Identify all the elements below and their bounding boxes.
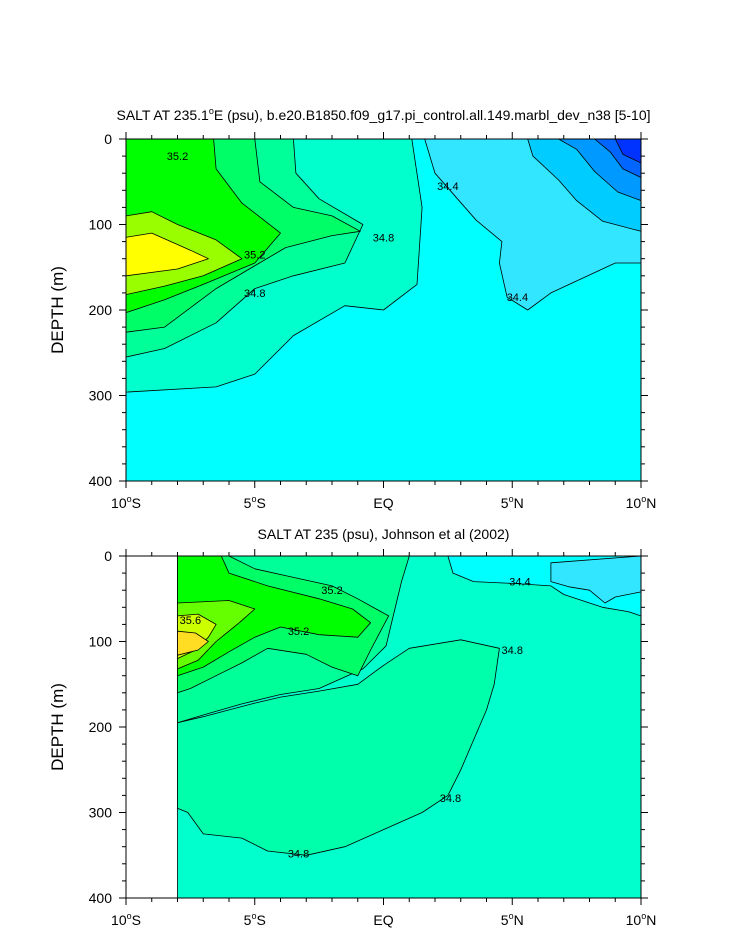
x-tick-label: 5oS	[244, 494, 266, 511]
x-tick-label: 10oS	[111, 494, 141, 511]
y-tick-label: 400	[89, 890, 113, 906]
y-axis-label: DEPTH (m)	[48, 683, 67, 771]
x-tick-label: 5oN	[501, 494, 524, 511]
contour-label: 34.8	[502, 645, 523, 657]
contour-label: 34.4	[437, 181, 458, 193]
contour-region	[177, 556, 372, 677]
contour-region	[550, 556, 641, 604]
contour-region	[614, 139, 641, 164]
chart-panel-2: 35.2 35.6 35.2 34.8 34.4 34.8 34.8 0 100 200 300 40…	[48, 526, 656, 928]
y-tick-label: 100	[89, 634, 113, 650]
contour-label: 34.4	[507, 292, 528, 304]
y-tick-label: 0	[104, 131, 112, 147]
contour-region	[177, 630, 209, 656]
y-tick-label: 300	[89, 388, 113, 404]
chart-title: SALT AT 235 (psu), Johnson et al (2002)	[258, 526, 510, 542]
y-tick-label: 0	[104, 548, 112, 564]
chart-title: SALT AT 235.1oE (psu), b.e20.B1850.f09_g…	[116, 106, 650, 123]
contour-label: 35.2	[244, 249, 265, 261]
contour-label: 34.8	[244, 288, 265, 300]
x-tick-label: 10oS	[111, 911, 141, 928]
x-tick-label: 5oN	[501, 911, 524, 928]
y-tick-label: 200	[89, 302, 113, 318]
x-tick-label: 10oN	[626, 494, 657, 511]
y-axis-label: DEPTH (m)	[48, 266, 67, 354]
x-tick-label: EQ	[373, 495, 393, 511]
contour-label: 35.2	[321, 585, 342, 597]
contour-fills	[177, 556, 641, 898]
contour-label: 34.8	[288, 849, 309, 861]
contour-label: 35.6	[180, 615, 201, 627]
contour-fills	[126, 139, 641, 481]
x-tick-label: 10oN	[626, 911, 657, 928]
contour-label: 34.8	[440, 793, 461, 805]
contour-label: 34.8	[373, 232, 394, 244]
x-tick-label: EQ	[373, 912, 393, 928]
contour-region	[126, 232, 209, 277]
contour-label: 35.2	[167, 151, 188, 163]
x-tick-label: 5oS	[244, 911, 266, 928]
contour-label: 34.4	[509, 577, 530, 589]
y-tick-label: 200	[89, 719, 113, 735]
contour-label: 35.2	[288, 626, 309, 638]
y-tick-label: 100	[89, 217, 113, 233]
y-tick-label: 400	[89, 473, 113, 489]
contour-region	[177, 639, 500, 856]
chart-panel-1: 35.2 35.2 34.8 34.8 34.4 34.4 0 100 200 300 400 10o…	[48, 106, 656, 511]
y-tick-label: 300	[89, 805, 113, 821]
